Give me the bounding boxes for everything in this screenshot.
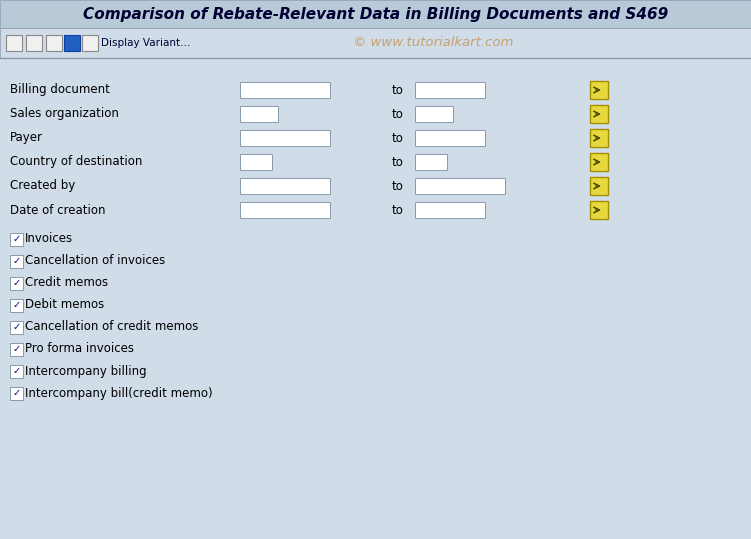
FancyBboxPatch shape (10, 321, 23, 334)
Text: Payer: Payer (10, 132, 43, 144)
Text: ✓: ✓ (13, 234, 20, 244)
FancyBboxPatch shape (415, 130, 485, 146)
Text: Billing document: Billing document (10, 84, 110, 96)
FancyBboxPatch shape (415, 154, 447, 170)
Text: Cancellation of invoices: Cancellation of invoices (25, 254, 165, 267)
Text: to: to (392, 132, 404, 144)
Text: © www.tutorialkart.com: © www.tutorialkart.com (353, 37, 514, 50)
Text: Pro forma invoices: Pro forma invoices (25, 342, 134, 356)
FancyBboxPatch shape (10, 232, 23, 245)
Text: Display Variant...: Display Variant... (101, 38, 190, 48)
Text: Country of destination: Country of destination (10, 155, 143, 169)
Text: to: to (392, 204, 404, 217)
Text: ✓: ✓ (13, 366, 20, 376)
FancyBboxPatch shape (240, 130, 330, 146)
FancyBboxPatch shape (0, 0, 751, 28)
FancyBboxPatch shape (10, 277, 23, 289)
Text: ✓: ✓ (13, 322, 20, 332)
FancyBboxPatch shape (64, 35, 80, 51)
FancyBboxPatch shape (10, 254, 23, 267)
FancyBboxPatch shape (415, 106, 453, 122)
FancyBboxPatch shape (10, 386, 23, 399)
Text: ✓: ✓ (13, 388, 20, 398)
FancyBboxPatch shape (82, 35, 98, 51)
Text: Credit memos: Credit memos (25, 277, 108, 289)
FancyBboxPatch shape (590, 129, 608, 147)
FancyBboxPatch shape (415, 202, 485, 218)
FancyBboxPatch shape (6, 35, 22, 51)
Text: ✓: ✓ (13, 344, 20, 354)
Text: to: to (392, 107, 404, 121)
FancyBboxPatch shape (10, 364, 23, 377)
FancyBboxPatch shape (240, 106, 278, 122)
FancyBboxPatch shape (590, 81, 608, 99)
Text: ✓: ✓ (13, 278, 20, 288)
Text: Created by: Created by (10, 179, 75, 192)
FancyBboxPatch shape (10, 342, 23, 356)
Text: to: to (392, 155, 404, 169)
FancyBboxPatch shape (590, 201, 608, 219)
FancyBboxPatch shape (415, 178, 505, 194)
Text: Comparison of Rebate-Relevant Data in Billing Documents and S469: Comparison of Rebate-Relevant Data in Bi… (83, 6, 668, 22)
FancyBboxPatch shape (0, 28, 751, 58)
FancyBboxPatch shape (46, 35, 62, 51)
FancyBboxPatch shape (10, 299, 23, 312)
FancyBboxPatch shape (590, 153, 608, 171)
FancyBboxPatch shape (240, 202, 330, 218)
FancyBboxPatch shape (590, 177, 608, 195)
Text: Cancellation of credit memos: Cancellation of credit memos (25, 321, 198, 334)
Text: Intercompany billing: Intercompany billing (25, 364, 146, 377)
FancyBboxPatch shape (415, 82, 485, 98)
Text: to: to (392, 179, 404, 192)
FancyBboxPatch shape (240, 82, 330, 98)
FancyBboxPatch shape (26, 35, 42, 51)
Text: Sales organization: Sales organization (10, 107, 119, 121)
Text: to: to (392, 84, 404, 96)
FancyBboxPatch shape (240, 154, 272, 170)
Text: Invoices: Invoices (25, 232, 73, 245)
Text: ✓: ✓ (13, 256, 20, 266)
Text: Intercompany bill(credit memo): Intercompany bill(credit memo) (25, 386, 213, 399)
Text: Date of creation: Date of creation (10, 204, 105, 217)
Text: ✓: ✓ (13, 300, 20, 310)
FancyBboxPatch shape (590, 105, 608, 123)
Text: Debit memos: Debit memos (25, 299, 104, 312)
FancyBboxPatch shape (240, 178, 330, 194)
